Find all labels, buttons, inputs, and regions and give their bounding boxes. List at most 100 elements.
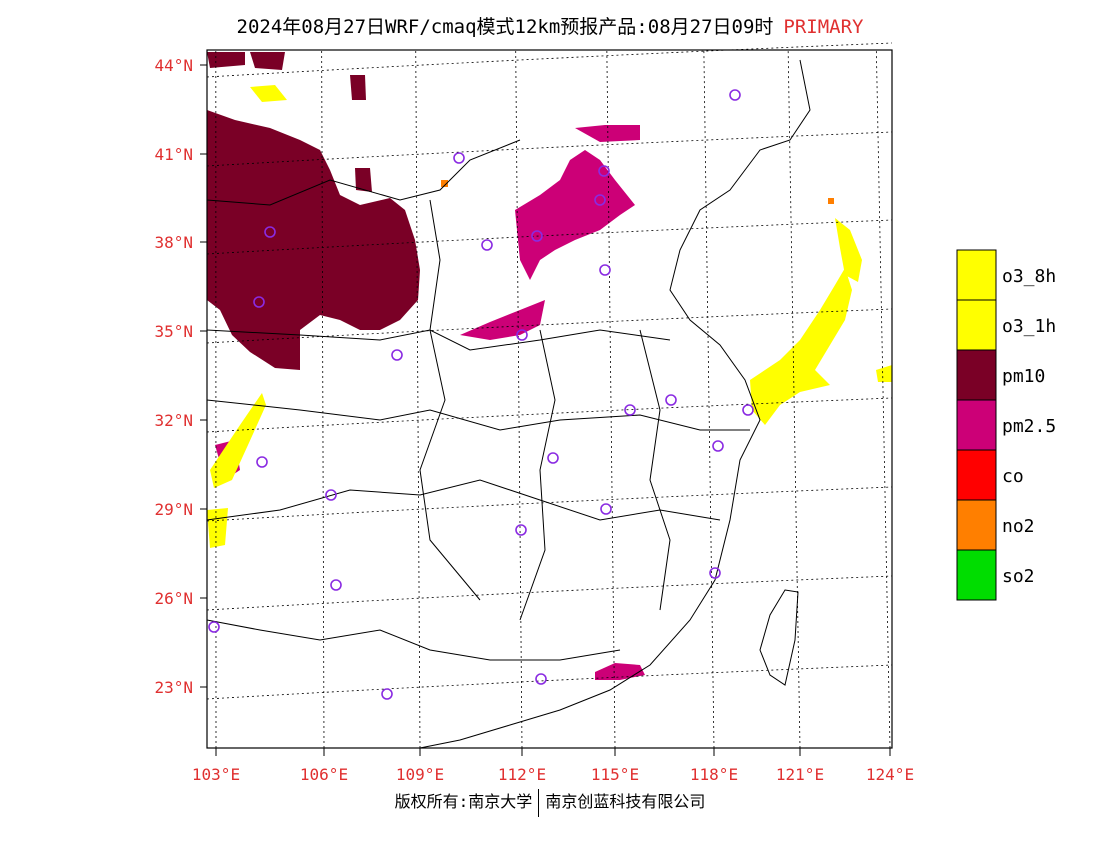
legend-swatch-pm25 bbox=[956, 399, 997, 451]
station-marker bbox=[330, 579, 342, 591]
o3-region-offshore bbox=[876, 365, 892, 382]
copyright-left: 版权所有:南京大学 bbox=[394, 792, 533, 811]
station-marker bbox=[598, 165, 610, 177]
legend-label-pm25: pm2.5 bbox=[1002, 416, 1056, 437]
lon-label: 121°E bbox=[776, 765, 824, 784]
footer-separator bbox=[538, 788, 540, 817]
station-marker bbox=[729, 89, 741, 101]
station-marker bbox=[600, 503, 612, 515]
map-title: 2024年08月27日WRF/cmaq模式12km预报产品:08月27日09时 P… bbox=[0, 12, 1100, 39]
lat-label: 41°N bbox=[154, 145, 193, 164]
pm25-region-north-china bbox=[515, 150, 635, 280]
legend-label-o3_8h: o3_8h bbox=[1002, 266, 1056, 287]
station-marker bbox=[256, 456, 268, 468]
map-border bbox=[206, 49, 893, 749]
lon-label: 109°E bbox=[396, 765, 444, 784]
station-marker bbox=[453, 152, 465, 164]
meridian-line bbox=[415, 49, 421, 749]
station-marker bbox=[742, 404, 754, 416]
pm10-region-north-top bbox=[207, 52, 245, 68]
legend-label-pm10: pm10 bbox=[1002, 366, 1045, 387]
pm10-region-patch bbox=[350, 75, 366, 100]
lon-label: 103°E bbox=[192, 765, 240, 784]
province-boundary bbox=[206, 399, 750, 431]
o3-region-east-coast bbox=[750, 268, 852, 425]
taiwan-outline bbox=[759, 589, 799, 686]
station-marker bbox=[381, 688, 393, 700]
province-boundary bbox=[206, 329, 671, 351]
station-marker bbox=[624, 404, 636, 416]
station-marker bbox=[325, 489, 337, 501]
copyright-right: 南京创蓝科技有限公司 bbox=[545, 792, 706, 811]
meridian-line bbox=[321, 49, 325, 749]
station-marker bbox=[253, 296, 265, 308]
lat-label: 23°N bbox=[154, 678, 193, 697]
station-marker bbox=[531, 230, 543, 242]
station-marker bbox=[599, 264, 611, 276]
lon-label: 118°E bbox=[690, 765, 738, 784]
o3-region-southwest bbox=[210, 393, 266, 488]
legend-label-so2: so2 bbox=[1002, 566, 1035, 587]
pm10-region-northwest bbox=[207, 110, 420, 370]
station-markers bbox=[208, 89, 754, 700]
legend-swatch-so2 bbox=[956, 549, 997, 601]
pm25-region-north-band bbox=[575, 125, 640, 142]
pm10-region-patch bbox=[355, 168, 372, 192]
province-boundary bbox=[519, 329, 556, 621]
legend-swatch-o3_8h bbox=[956, 249, 997, 301]
station-marker bbox=[515, 524, 527, 536]
province-boundary bbox=[419, 199, 481, 601]
legend-swatch-pm10 bbox=[956, 349, 997, 401]
axis-labels: 44°N 41°N 38°N 35°N 32°N 29°N 26°N 23°N 103°E 106… bbox=[154, 56, 914, 784]
lat-label: 32°N bbox=[154, 411, 193, 430]
copyright-footer: 版权所有:南京大学 南京创蓝科技有限公司 bbox=[0, 788, 1100, 817]
station-marker bbox=[391, 349, 403, 361]
lon-label: 115°E bbox=[591, 765, 639, 784]
legend-label-no2: no2 bbox=[1002, 516, 1035, 537]
legend-swatch-co bbox=[956, 449, 997, 501]
meridian-line bbox=[787, 49, 801, 749]
legend-label-co: co bbox=[1002, 466, 1024, 487]
station-marker bbox=[264, 226, 276, 238]
lat-label: 35°N bbox=[154, 322, 193, 341]
province-boundary bbox=[206, 479, 721, 521]
station-marker bbox=[665, 394, 677, 406]
legend-label-o3_1h: o3_1h bbox=[1002, 316, 1056, 337]
lat-label: 44°N bbox=[154, 56, 193, 75]
no2-marker bbox=[828, 198, 834, 204]
o3-region-southwest2 bbox=[207, 508, 228, 548]
boundary-lines bbox=[206, 59, 811, 749]
meridian-line bbox=[606, 49, 616, 749]
title-primary-tag: PRIMARY bbox=[783, 16, 864, 38]
station-marker bbox=[709, 567, 721, 579]
title-main: 2024年08月27日WRF/cmaq模式12km预报产品:08月27日09时 bbox=[236, 16, 774, 38]
coastline bbox=[419, 59, 811, 749]
legend: o3_8h o3_1h pm10 pm2.5 co no2 so2 bbox=[956, 249, 1056, 601]
lon-label: 124°E bbox=[866, 765, 914, 784]
station-marker bbox=[594, 194, 606, 206]
legend-swatch-o3_1h bbox=[956, 299, 997, 351]
station-marker bbox=[516, 329, 528, 341]
meridian-line bbox=[515, 49, 523, 749]
province-boundary bbox=[639, 329, 671, 611]
o3-region-north bbox=[250, 85, 287, 102]
station-marker bbox=[547, 452, 559, 464]
legend-swatch-no2 bbox=[956, 499, 997, 551]
lat-label: 38°N bbox=[154, 233, 193, 252]
o3-region-shandong-tip bbox=[835, 218, 862, 282]
no2-marker bbox=[441, 180, 448, 187]
lon-label: 106°E bbox=[300, 765, 348, 784]
station-marker bbox=[481, 239, 493, 251]
lat-label: 26°N bbox=[154, 589, 193, 608]
station-marker bbox=[535, 673, 547, 685]
province-boundary bbox=[206, 139, 521, 206]
lat-label: 29°N bbox=[154, 500, 193, 519]
meridian-line bbox=[703, 49, 715, 749]
pm10-region-north-top2 bbox=[250, 52, 285, 70]
meridian-line bbox=[875, 49, 891, 749]
province-boundary bbox=[206, 619, 621, 661]
station-marker bbox=[712, 440, 724, 452]
station-marker bbox=[208, 621, 220, 633]
lon-label: 112°E bbox=[498, 765, 546, 784]
